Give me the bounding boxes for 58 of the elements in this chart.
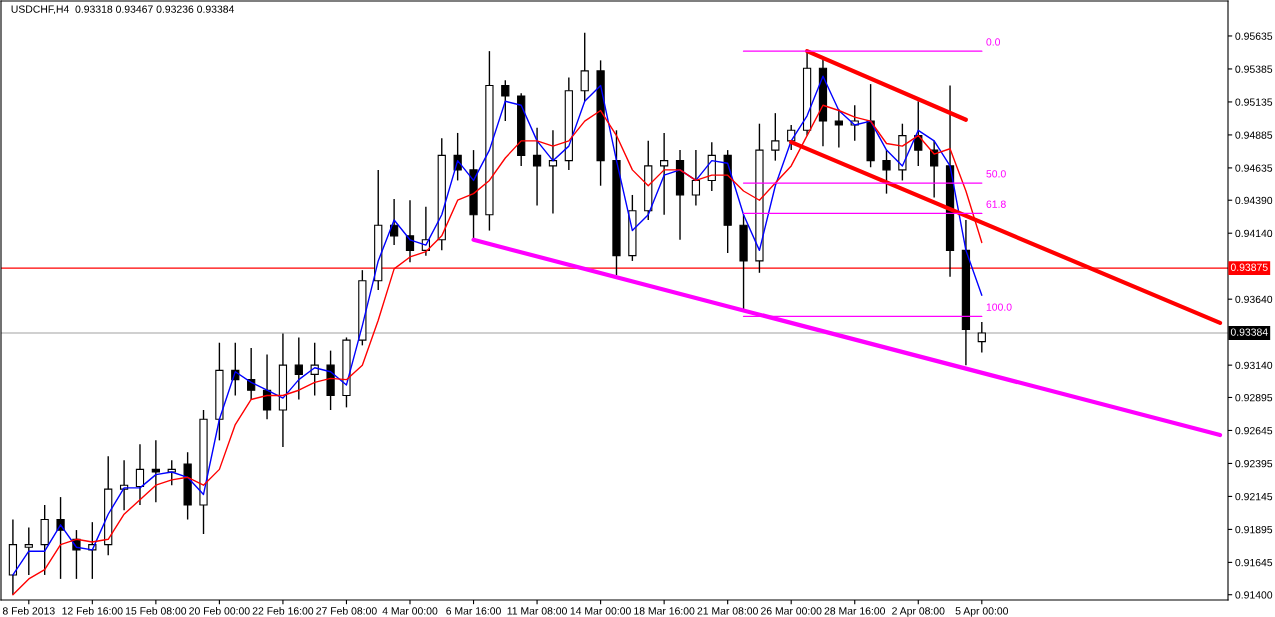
x-tick-label: 26 Mar 00:00 xyxy=(761,607,822,615)
y-tick-label: 0.95635 xyxy=(1235,32,1273,40)
ref-line-label: 0.93875 xyxy=(1230,263,1268,271)
y-tick-label: 0.92145 xyxy=(1235,492,1273,501)
y-tick-label: 0.92895 xyxy=(1235,393,1273,402)
y-tick-label: 0.93140 xyxy=(1235,361,1273,370)
candlestick xyxy=(56,496,65,580)
x-tick-label: 21 Mar 08:00 xyxy=(697,607,758,615)
series-label: 100.0 xyxy=(986,303,1012,311)
x-tick-label: 28 Mar 16:00 xyxy=(824,607,886,615)
x-tick-label: 27 Feb 08:00 xyxy=(316,606,377,615)
x-tick-label: 15 Feb 08:00 xyxy=(125,606,187,615)
y-tick-label: 0.91645 xyxy=(1235,558,1273,567)
x-tick-label: 5 Apr 00:00 xyxy=(955,607,1009,617)
y-tick-label: 0.94140 xyxy=(1235,229,1273,238)
candlestick xyxy=(548,129,558,215)
candlestick xyxy=(977,321,986,354)
ref-line-label: 0.93384 xyxy=(1230,328,1268,336)
candlestick xyxy=(691,149,701,207)
candlestick xyxy=(151,439,160,504)
candlestick xyxy=(24,526,33,576)
x-tick-label: 12 Feb 16:00 xyxy=(62,606,123,615)
y-tick-label: 0.95385 xyxy=(1235,65,1273,73)
y-tick-label: 0.91400 xyxy=(1235,591,1273,599)
x-tick-label: 4 Mar 00:00 xyxy=(382,607,438,615)
y-tick-label: 0.91895 xyxy=(1235,525,1273,534)
series-label: 50.0 xyxy=(986,170,1006,178)
candlestick xyxy=(771,112,780,162)
series-label: 0.0 xyxy=(986,38,1001,46)
candlestick xyxy=(135,443,145,506)
y-tick-label: 0.92395 xyxy=(1235,459,1273,468)
series-label: 61.8 xyxy=(986,200,1006,208)
candlestick xyxy=(294,336,303,401)
candlestick xyxy=(88,521,97,580)
x-tick-label: 18 Mar 16:00 xyxy=(634,607,695,615)
y-tick-label: 0.94885 xyxy=(1235,131,1273,139)
chart-title: USDCHF,H4 0.93318 0.93467 0.93236 0.93384 xyxy=(11,5,235,15)
candlestick xyxy=(930,140,939,199)
y-tick-label: 0.94390 xyxy=(1235,196,1273,205)
candlestick xyxy=(532,126,542,207)
y-tick-label: 0.94635 xyxy=(1235,164,1273,172)
y-tick-label: 0.93640 xyxy=(1235,295,1273,304)
candlestick xyxy=(834,108,843,149)
candlestick xyxy=(501,79,510,122)
candlestick xyxy=(882,149,891,195)
candlestick xyxy=(389,198,399,246)
candlestick xyxy=(310,342,319,397)
x-tick-label: 2 Apr 08:00 xyxy=(892,607,945,617)
x-tick-label: 14 Mar 00:00 xyxy=(570,607,631,615)
x-tick-label: 6 Mar 16:00 xyxy=(446,607,501,615)
candlestick xyxy=(660,132,669,216)
x-tick-label: 11 Mar 08:00 xyxy=(507,607,567,615)
candlestick xyxy=(580,31,589,102)
x-tick-label: 20 Feb 00:00 xyxy=(189,606,250,615)
y-tick-label: 0.95135 xyxy=(1235,98,1273,106)
x-tick-label: 22 Feb 16:00 xyxy=(252,606,314,615)
x-tick-label: 8 Feb 2013 xyxy=(2,606,55,615)
y-tick-label: 0.92645 xyxy=(1235,426,1273,435)
